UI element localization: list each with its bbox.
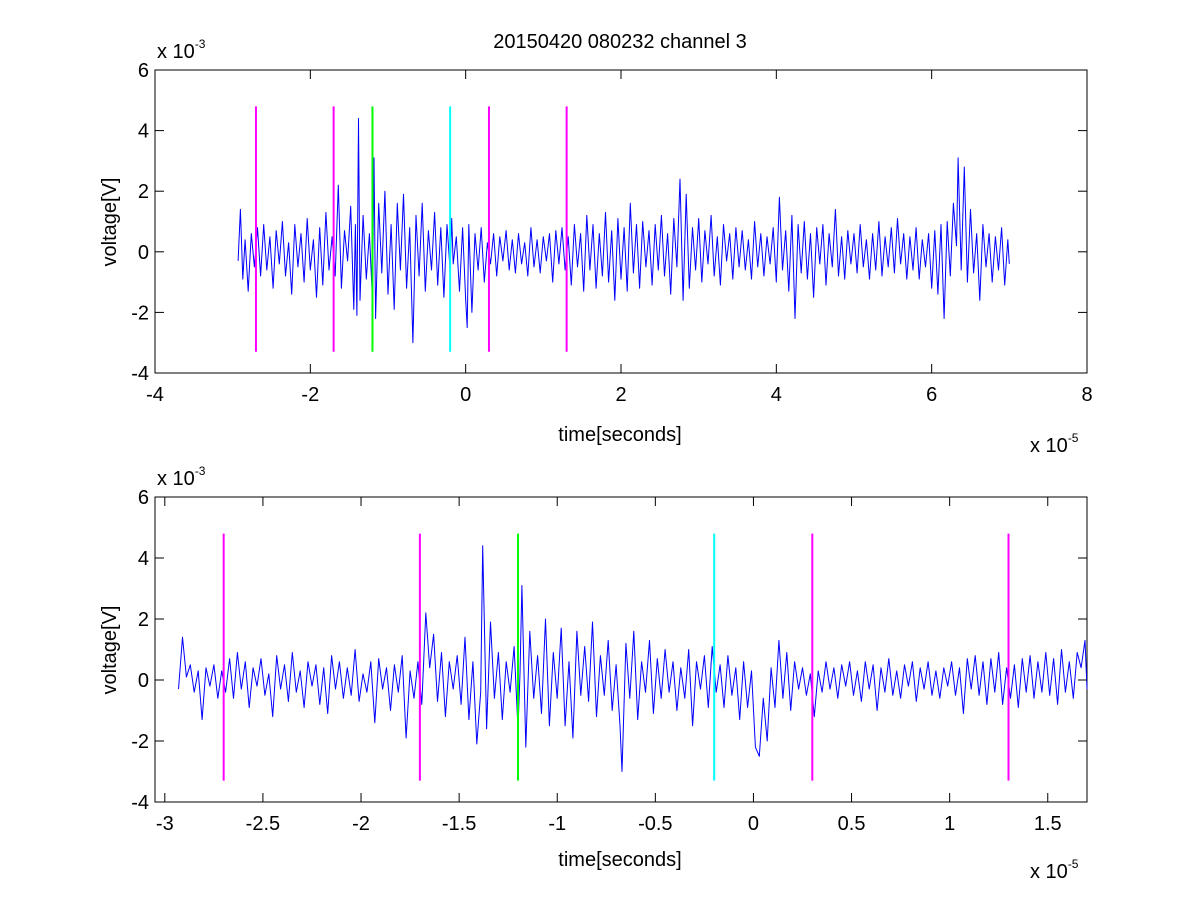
top-plot-area xyxy=(154,69,1088,374)
bottom-plot-x-tick-label: 1 xyxy=(944,813,955,835)
bottom-plot-y-tick-label: -4 xyxy=(131,792,149,814)
bottom-plot-x-tick-label: -1.5 xyxy=(442,813,476,835)
bottom-plot-y-label: voltage[V] xyxy=(99,606,121,695)
top-plot-x-ticks: -4 -2 0 2 4 6 8 xyxy=(146,70,1093,406)
bottom-plot-x-tick-label: -2 xyxy=(352,813,370,835)
bottom-plot-x-tick-label: -1 xyxy=(548,813,566,835)
bottom-plot-y-tick-label: 6 xyxy=(138,487,149,509)
top-plot-y-tick-label: 4 xyxy=(138,121,149,143)
bottom-plot-y-tick-label: 0 xyxy=(138,670,149,692)
top-plot-x-label: time[seconds] xyxy=(558,424,681,446)
figure-title: 20150420 080232 channel 3 xyxy=(493,31,747,53)
top-plot: -4 -2 0 2 4 6 8 -4 -2 0 2 4 6 time[seconds] voltage… xyxy=(99,37,1093,457)
bottom-plot-x-tick-label: 0 xyxy=(748,813,759,835)
top-plot-series-layer xyxy=(237,118,1010,344)
top-plot-x-tick-label: 0 xyxy=(460,384,471,406)
top-plot-y-exponent: x 10-3 xyxy=(157,37,206,63)
top-plot-x-tick-label: 8 xyxy=(1081,384,1092,406)
top-plot-voltage-series-0 xyxy=(237,118,1010,344)
bottom-plot-x-tick-label: 0.5 xyxy=(838,813,866,835)
bottom-plot-x-tick-label: -2.5 xyxy=(246,813,280,835)
top-plot-x-tick-label: 4 xyxy=(771,384,782,406)
top-plot-y-tick-label: -4 xyxy=(131,363,149,385)
top-plot-x-tick-label: -4 xyxy=(146,384,164,406)
top-plot-y-tick-label: 2 xyxy=(138,181,149,203)
top-plot-x-exponent: x 10-5 xyxy=(1030,431,1079,457)
bottom-plot-x-exponent: x 10-5 xyxy=(1030,857,1079,883)
top-plot-y-label: voltage[V] xyxy=(99,178,121,267)
bottom-plot-y-tick-label: -2 xyxy=(131,731,149,753)
bottom-plot-x-tick-label: -3 xyxy=(156,813,174,835)
top-plot-x-tick-label: 6 xyxy=(926,384,937,406)
top-plot-y-tick-label: -2 xyxy=(131,302,149,324)
top-plot-y-tick-label: 6 xyxy=(138,60,149,82)
bottom-plot-y-tick-label: 2 xyxy=(138,609,149,631)
bottom-plot: -3 -2.5 -2 -1.5 -1 -0.5 0 0.5 1 1.5 -4 -2 0 2 4 6 time… xyxy=(99,464,1088,883)
bottom-plot-voltage-series-0 xyxy=(178,545,1088,772)
top-plot-x-tick-label: -2 xyxy=(301,384,319,406)
bottom-plot-x-label: time[seconds] xyxy=(558,849,681,871)
bottom-plot-series-layer xyxy=(178,545,1088,772)
top-plot-marker-layer xyxy=(254,106,568,352)
bottom-plot-y-ticks: -4 -2 0 2 4 6 xyxy=(131,487,1087,814)
top-plot-y-tick-label: 0 xyxy=(138,242,149,264)
bottom-plot-x-tick-label: -0.5 xyxy=(638,813,672,835)
top-plot-x-tick-label: 2 xyxy=(615,384,626,406)
bottom-plot-y-exponent: x 10-3 xyxy=(157,464,206,490)
bottom-plot-marker-layer xyxy=(222,533,1010,781)
bottom-plot-x-tick-label: 1.5 xyxy=(1034,813,1062,835)
bottom-plot-x-ticks: -3 -2.5 -2 -1.5 -1 -0.5 0 0.5 1 1.5 xyxy=(156,497,1062,835)
top-plot-y-ticks: -4 -2 0 2 4 6 xyxy=(131,60,1087,385)
bottom-plot-y-tick-label: 4 xyxy=(138,548,149,570)
